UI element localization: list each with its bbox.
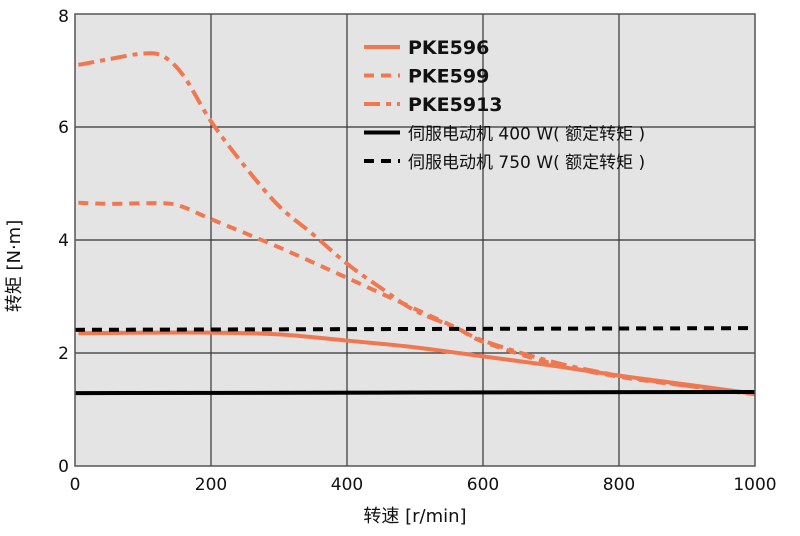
x-tick-label: 400 <box>331 475 363 495</box>
x-tick-label: 1000 <box>733 475 776 495</box>
x-tick-label: 600 <box>467 475 499 495</box>
series-lines <box>74 51 756 397</box>
y-tick-label: 6 <box>58 118 69 138</box>
x-tick-label: 800 <box>603 475 635 495</box>
legend-label-0: PKE596 <box>408 37 489 59</box>
legend-label-3: 伺服电动机 400 W( 额定转矩 ) <box>408 125 645 145</box>
series-line-2 <box>78 51 756 397</box>
series-line-3 <box>74 389 756 396</box>
x-tick-label: 200 <box>195 475 227 495</box>
legend-label-2: PKE5913 <box>408 94 503 116</box>
y-axis-label: 转矩 [N·m] <box>4 220 25 313</box>
series-line-4 <box>74 326 756 332</box>
y-tick-labels: 0 2 4 6 8 <box>58 7 69 477</box>
legend: PKE596 PKE599 PKE5913 伺服电动机 400 W( 额定转矩 ) 伺服… <box>364 37 645 173</box>
legend-label-4: 伺服电动机 750 W( 额定转矩 ) <box>408 153 645 173</box>
x-tick-labels: 0 200 400 600 800 1000 <box>70 475 777 495</box>
y-tick-label: 0 <box>58 457 69 477</box>
grid <box>75 14 755 466</box>
y-tick-label: 2 <box>58 344 69 364</box>
y-tick-label: 8 <box>58 7 69 27</box>
x-axis-label: 转速 [r/min] <box>363 506 466 527</box>
x-tick-label: 0 <box>70 475 81 495</box>
plot-border <box>74 13 756 467</box>
legend-label-1: PKE599 <box>408 66 489 88</box>
series-line-1 <box>78 200 756 396</box>
y-tick-label: 4 <box>58 231 69 251</box>
